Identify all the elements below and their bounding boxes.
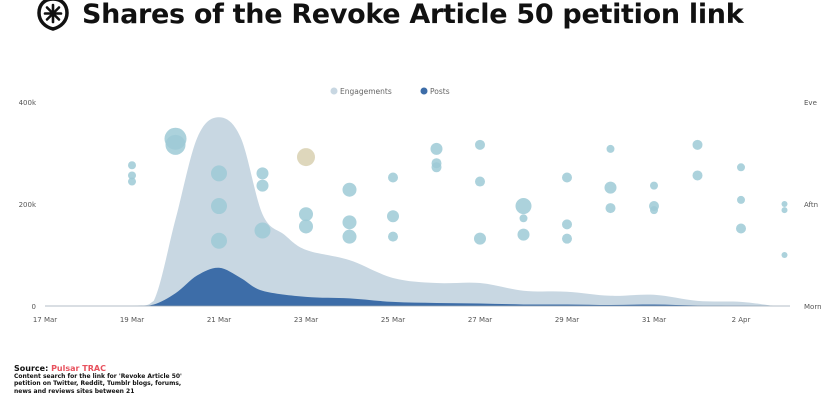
bubble — [736, 223, 746, 234]
bubble — [562, 233, 572, 244]
bubble — [474, 232, 486, 245]
x-tick-label: 23 Mar — [294, 316, 318, 324]
bubble — [299, 219, 313, 234]
bubble — [342, 215, 357, 230]
area-engagements — [45, 117, 774, 306]
bubble — [562, 219, 572, 230]
bubble — [562, 172, 572, 183]
bubble — [128, 177, 136, 186]
right-tick-label: Morn — [804, 303, 822, 311]
legend-marker-engagements — [330, 87, 338, 95]
source-description: Content search for the link for 'Revoke … — [14, 372, 182, 395]
right-tick-label: Aftn — [804, 201, 818, 209]
bubble — [515, 198, 532, 215]
bubble — [128, 161, 136, 170]
bubble — [650, 181, 658, 190]
source-name: Pulsar TRAC — [51, 364, 106, 373]
bubble — [430, 142, 443, 155]
bubble — [254, 222, 271, 239]
bubble — [211, 232, 227, 249]
legend-marker-posts — [420, 87, 428, 95]
x-tick-label: 25 Mar — [381, 316, 405, 324]
bubble — [781, 252, 788, 258]
source-line: Source: Pulsar TRAC — [14, 365, 184, 373]
bubble — [692, 170, 703, 181]
x-tick-label: 17 Mar — [33, 316, 57, 324]
area-posts — [45, 267, 774, 306]
bubble — [211, 198, 227, 215]
bubble — [211, 165, 227, 182]
x-tick-label: 2 Apr — [732, 316, 751, 324]
x-tick-label: 21 Mar — [207, 316, 231, 324]
x-tick-label: 19 Mar — [120, 316, 144, 324]
right-tick-label: Eve — [804, 99, 817, 107]
bubble — [256, 167, 269, 180]
page-title: Shares of the Revoke Article 50 petition… — [82, 0, 744, 30]
bubble — [165, 134, 186, 155]
bubble — [256, 179, 269, 192]
legend-label-engagements: Engagements — [340, 87, 392, 96]
bubble — [781, 207, 788, 214]
source-label: Source: — [14, 364, 49, 373]
bubble — [737, 195, 745, 204]
y-tick-label: 400k — [19, 99, 37, 107]
bubble — [737, 163, 745, 172]
bubble — [299, 207, 313, 222]
bubble — [781, 201, 788, 207]
bubble — [342, 229, 357, 244]
bubble — [606, 144, 615, 153]
bubble — [342, 182, 357, 197]
legend-label-posts: Posts — [430, 87, 450, 96]
bubble — [128, 171, 136, 180]
header: Shares of the Revoke Article 50 petition… — [36, 0, 744, 32]
footer: Source: Pulsar TRAC Content search for t… — [14, 365, 184, 395]
asterisk-shield-icon — [37, 0, 69, 31]
y-tick-label: 200k — [19, 201, 37, 209]
bubble — [475, 176, 485, 187]
bubble — [388, 172, 398, 183]
bubble — [475, 139, 485, 150]
bubble — [605, 203, 616, 214]
bubble — [517, 228, 530, 241]
bubble — [387, 210, 399, 223]
bubble — [297, 148, 315, 167]
bubble — [604, 181, 617, 194]
bubble — [431, 162, 442, 173]
bubble — [388, 231, 398, 242]
x-tick-label: 29 Mar — [555, 316, 579, 324]
bubble — [692, 139, 703, 150]
bubble — [519, 214, 528, 223]
x-tick-label: 27 Mar — [468, 316, 492, 324]
bubble — [650, 206, 658, 215]
legend: Engagements Posts — [330, 87, 450, 96]
x-tick-label: 31 Mar — [642, 316, 666, 324]
y-tick-label: 0 — [32, 303, 36, 311]
